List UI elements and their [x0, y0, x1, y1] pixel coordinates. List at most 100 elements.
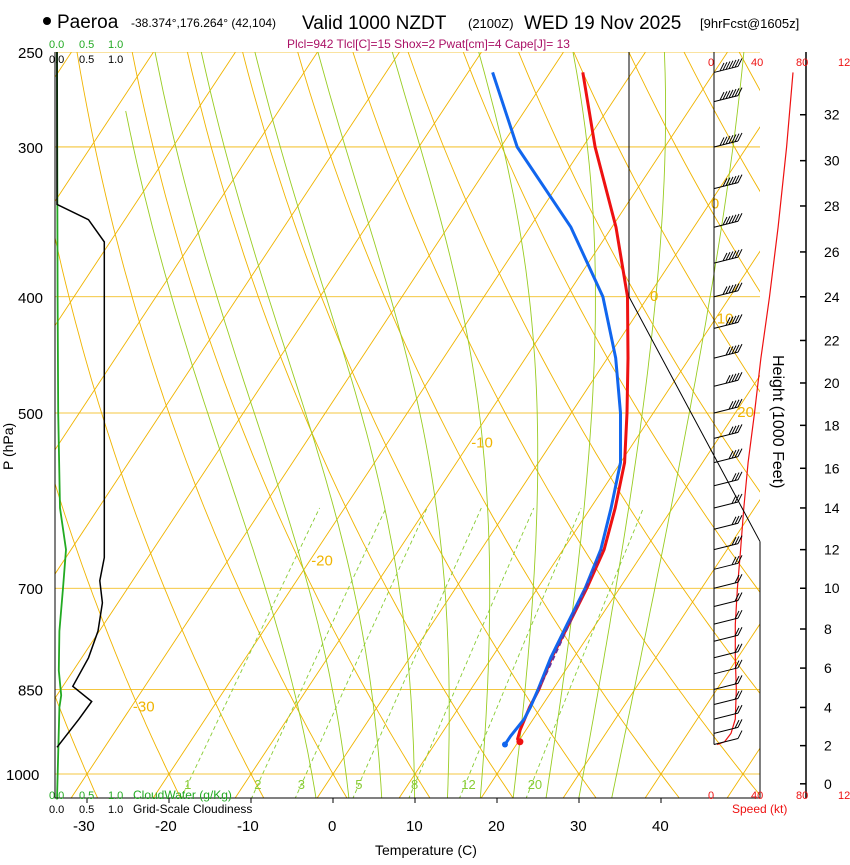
speed-scale-bottom-1: 40 [751, 790, 763, 802]
dry-adiabat-line [455, 31, 850, 800]
dry-adiabat-line [292, 31, 681, 800]
temp-tick-label: -30 [73, 818, 95, 835]
wind-barb-shaft [714, 601, 738, 607]
pressure-tick-label: 850 [18, 682, 43, 699]
speed-scale-top-1: 40 [751, 57, 763, 69]
pressure-tick-label: 500 [18, 406, 43, 423]
isotherm-label: -20 [311, 553, 333, 570]
mixing-ratio-line [352, 508, 481, 799]
wind-barb-shaft [714, 727, 738, 733]
cloudwater-scale-bottom-0: 0.0 [49, 790, 64, 802]
wind-barb-shaft [714, 407, 738, 413]
dry-adiabat-line [346, 31, 763, 800]
temp-tick-label: 10 [406, 818, 423, 835]
moist-adiabat-line [126, 111, 317, 799]
height-tick-label: 22 [824, 332, 840, 348]
height-tick-label: 12 [824, 542, 840, 558]
height-tick-label: 24 [824, 289, 840, 305]
height-tick-label: 30 [824, 153, 840, 169]
speed-axis-title: Speed (kt) [732, 802, 787, 816]
isotherm-line [70, 52, 563, 799]
cloudiness-scale-bottom-1: 0.5 [79, 804, 94, 816]
y-axis-title: P (hPa) [0, 423, 16, 470]
isotherm-line [316, 52, 809, 799]
moist-adiabat-line [579, 52, 666, 799]
isotherm-line [562, 52, 850, 799]
dry-adiabat-line [510, 31, 850, 800]
speed-scale-top-2: 80 [796, 57, 808, 69]
cloudwater-scale-top-2: 1.0 [108, 39, 123, 51]
height-tick-label: 0 [824, 776, 832, 792]
wind-barb-shaft [714, 698, 738, 704]
mixing-ratio-label: 3 [298, 777, 305, 792]
wind-barb [714, 627, 742, 641]
x-axis-title: Temperature (C) [375, 842, 477, 858]
cloudwater-scale-top-0: 0.0 [49, 39, 64, 51]
cloudiness-scale-top-1: 0.5 [79, 54, 94, 66]
dry-adiabat-line [565, 31, 850, 800]
wind-barb [714, 593, 742, 607]
pressure-tick-label: 400 [18, 290, 43, 307]
dry-adiabat-line [783, 31, 850, 800]
temp-tick-label: 30 [570, 818, 587, 835]
mixing-ratio-line [526, 508, 644, 799]
height-tick-label: 32 [824, 107, 840, 123]
wind-barb [714, 719, 742, 733]
pressure-tick-label: 250 [18, 45, 43, 62]
height-tick-label: 14 [824, 500, 840, 516]
cloudwater-scale-bottom-2: 1.0 [108, 790, 123, 802]
dry-adiabat-line [19, 31, 265, 800]
wind-barb-shaft [714, 713, 738, 719]
wind-barb [714, 344, 742, 358]
location-coords: -38.374°,176.264° (42,104) [131, 16, 276, 30]
isotherm-line [644, 52, 850, 799]
wind-barb-shaft [714, 432, 738, 438]
forecast-run: [9hrFcst@1605z] [700, 16, 799, 31]
cloudwater-profile [57, 52, 66, 799]
dry-adiabat-line [237, 31, 597, 800]
wind-barb [714, 283, 742, 297]
wind-barb-shaft [714, 523, 738, 529]
wind-barb-shaft [714, 652, 738, 658]
wind-barb [714, 690, 742, 704]
moist-adiabat-line [318, 52, 449, 799]
surface-temp-marker [516, 738, 523, 745]
temp-tick-label: -20 [155, 818, 177, 835]
wind-barb [714, 213, 742, 227]
moist-adiabat-line [155, 52, 349, 799]
mixing-ratio-line [459, 508, 581, 799]
height-tick-label: 18 [824, 417, 840, 433]
isotherm-label: 0 [650, 288, 658, 305]
height-tick-label: 28 [824, 198, 840, 214]
wind-barb-shaft [714, 618, 738, 624]
cloudiness-scale-bottom-0: 0.0 [49, 804, 64, 816]
wind-barb-flag [738, 731, 742, 739]
isotherm-label: 20 [737, 404, 754, 421]
wind-barb [714, 424, 742, 438]
wind-barb [714, 449, 742, 463]
temp-tick-label: 0 [328, 818, 336, 835]
mixing-ratio-line [181, 508, 320, 799]
wind-barb-shaft [714, 635, 738, 641]
height-tick-label: 4 [824, 699, 832, 715]
pressure-tick-label: 1000 [6, 767, 39, 784]
cloudwater-scale-top-1: 0.5 [79, 39, 94, 51]
location-dot-icon [43, 17, 51, 25]
speed-scale-top-0: 0 [708, 57, 714, 69]
height-tick-label: 6 [824, 660, 832, 676]
mixing-ratio-label: 5 [355, 777, 362, 792]
surface-dewpoint-marker [502, 742, 508, 748]
wind-barb [714, 372, 742, 386]
height-tick-label: 20 [824, 375, 840, 391]
utc-time: (2100Z) [468, 16, 514, 31]
wind-barb [714, 705, 742, 719]
isotherm-line [0, 52, 318, 799]
pressure-tick-label: 300 [18, 140, 43, 157]
pressure-tick-label: 700 [18, 581, 43, 598]
wind-barb [714, 515, 742, 529]
isotherm-label: -30 [133, 698, 155, 715]
dry-adiabat-line [0, 31, 98, 800]
mixing-ratio-label: 20 [528, 777, 542, 792]
isotherm-label: 0 [711, 195, 719, 212]
